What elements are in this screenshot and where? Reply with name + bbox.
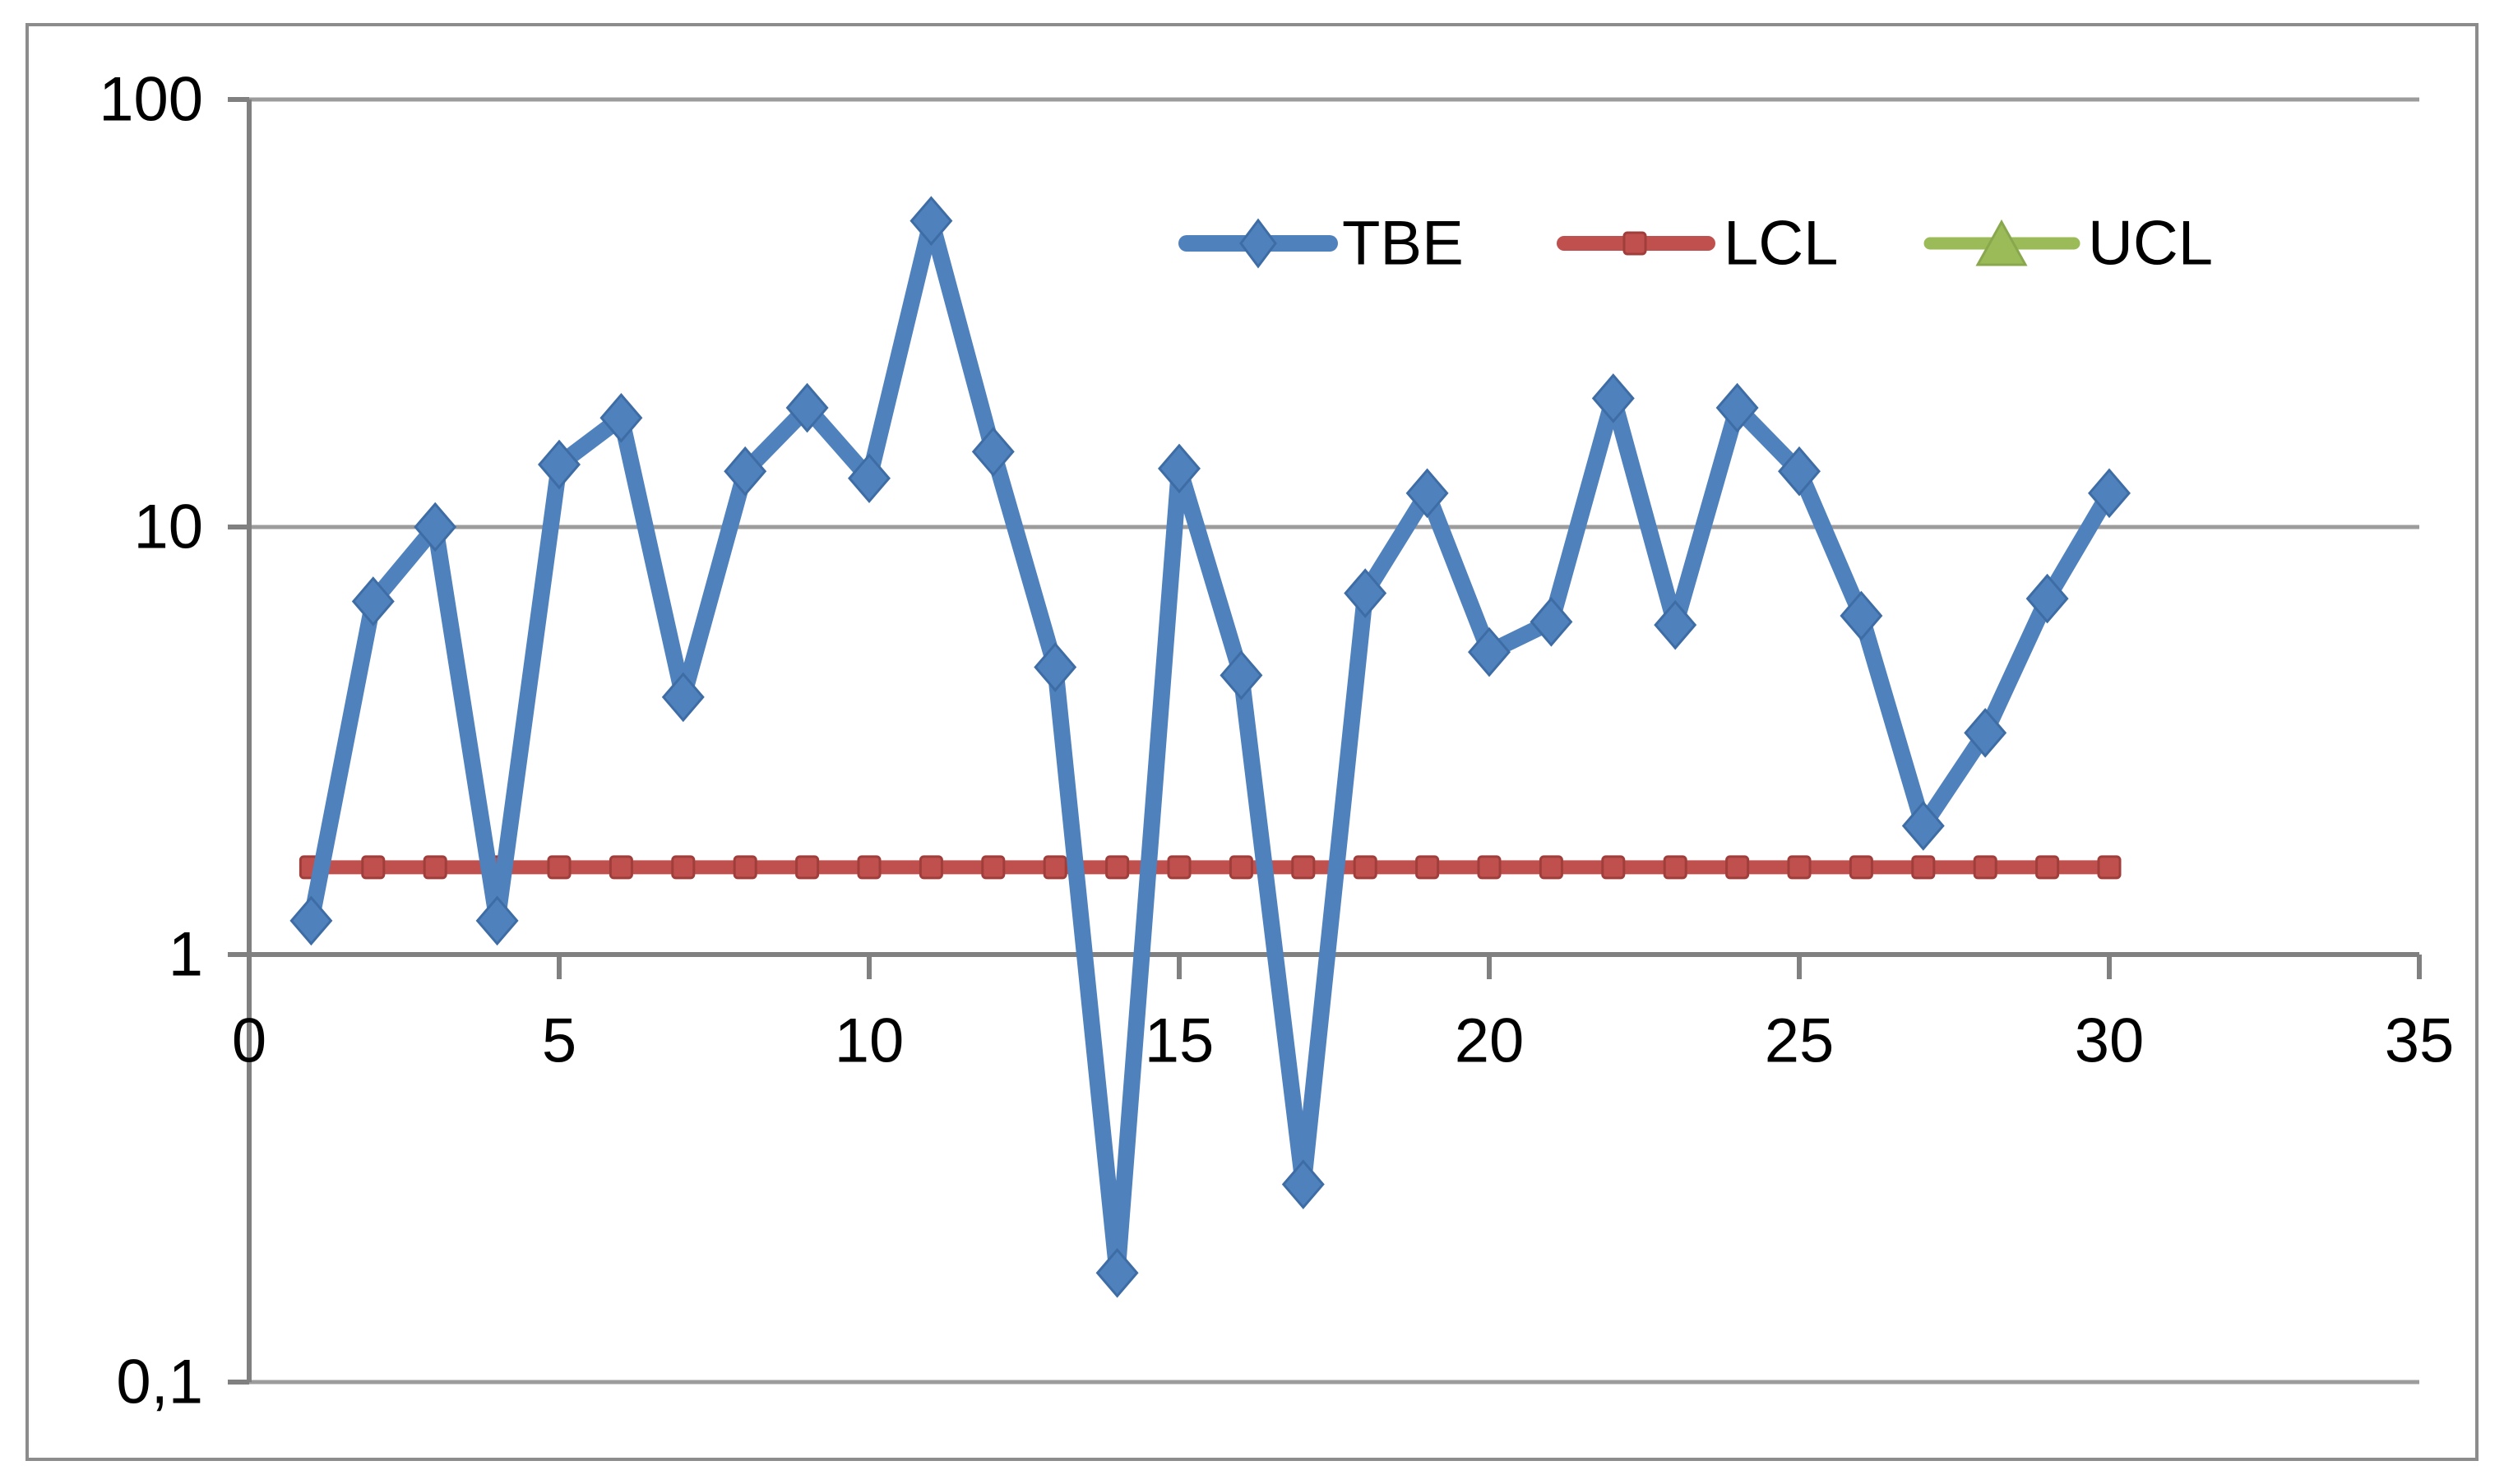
lcl-marker (2035, 855, 2060, 880)
tbe-marker (1034, 642, 1077, 692)
lcl-marker (2097, 855, 2122, 880)
legend-square-icon (1622, 231, 1647, 256)
tbe-marker (971, 427, 1015, 477)
legend-label-ucl: UCL (2088, 209, 2213, 279)
legend-label-tbe: TBE (1342, 209, 1464, 279)
tbe-marker (2088, 468, 2131, 519)
lcl-marker (1043, 855, 1067, 880)
lcl-marker (1229, 855, 1253, 880)
lcl-marker (1849, 855, 1873, 880)
tbe-marker (848, 453, 891, 504)
tbe-marker (1095, 1247, 1139, 1298)
lcl-marker (1353, 855, 1377, 880)
tbe-marker (1715, 382, 1759, 433)
y-axis-label-10: 10 (133, 492, 203, 562)
tbe-marker (1344, 568, 1387, 618)
x-axis-label-15: 15 (1145, 1006, 1215, 1076)
lcl-marker (1787, 855, 1812, 880)
lcl-marker (1105, 855, 1130, 880)
lcl-marker (423, 855, 447, 880)
x-axis-label-25: 25 (1765, 1006, 1835, 1076)
x-axis-label-0: 0 (232, 1006, 266, 1076)
lcl-marker (1911, 855, 1936, 880)
x-axis-label-30: 30 (2075, 1006, 2145, 1076)
lcl-marker (733, 855, 757, 880)
y-axis-label-0,1: 0,1 (116, 1348, 203, 1417)
tbe-marker (475, 895, 519, 946)
tbe-marker (2025, 573, 2069, 624)
tbe-marker (661, 672, 705, 723)
lcl-marker (609, 855, 633, 880)
lcl-marker (795, 855, 820, 880)
x-axis-label-35: 35 (2385, 1006, 2455, 1076)
tbe-marker (538, 439, 581, 490)
tbe-marker (351, 576, 395, 626)
lcl-marker (1167, 855, 1192, 880)
legend-label-lcl: LCL (1724, 209, 1838, 279)
tbe-marker (1405, 468, 1449, 519)
legend-triangle-icon (1975, 219, 2028, 266)
lcl-marker (1539, 855, 1563, 880)
tbe-marker (1591, 373, 1635, 423)
tbe-marker (1964, 708, 2007, 758)
x-axis-label-20: 20 (1455, 1006, 1525, 1076)
tbe-marker (1901, 801, 1945, 851)
lcl-marker (1725, 855, 1750, 880)
y-axis-label-100: 100 (99, 65, 203, 135)
lcl-marker (671, 855, 696, 880)
lcl-marker (1973, 855, 1997, 880)
tbe-marker (785, 382, 829, 433)
chart-border (25, 23, 2479, 1461)
y-axis-label-1: 1 (169, 920, 203, 990)
x-axis-label-10: 10 (835, 1006, 905, 1076)
lcl-marker (981, 855, 1006, 880)
tbe-marker (909, 196, 953, 246)
lcl-marker (1663, 855, 1687, 880)
lcl-marker (857, 855, 882, 880)
lcl-marker (1601, 855, 1626, 880)
lcl-marker (1477, 855, 1502, 880)
lcl-marker (547, 855, 572, 880)
lcl-marker (1415, 855, 1440, 880)
x-axis-label-5: 5 (542, 1006, 576, 1076)
tbe-marker (1840, 590, 1883, 641)
tbe-marker (1778, 446, 1821, 497)
lcl-marker (361, 855, 386, 880)
tbe-marker (289, 895, 333, 946)
tbe-marker (1468, 626, 1511, 677)
lcl-marker (1291, 855, 1316, 880)
tbe-marker (1654, 599, 1697, 650)
tbe-marker (1158, 443, 1201, 494)
tbe-marker (1220, 650, 1263, 700)
tbe-marker (414, 502, 457, 552)
tbe-marker (1530, 597, 1573, 647)
legend-diamond-icon (1239, 218, 1277, 269)
tbe-marker (599, 392, 643, 443)
tbe-marker (724, 446, 767, 497)
tbe-marker (1281, 1159, 1325, 1209)
lcl-marker (919, 855, 943, 880)
